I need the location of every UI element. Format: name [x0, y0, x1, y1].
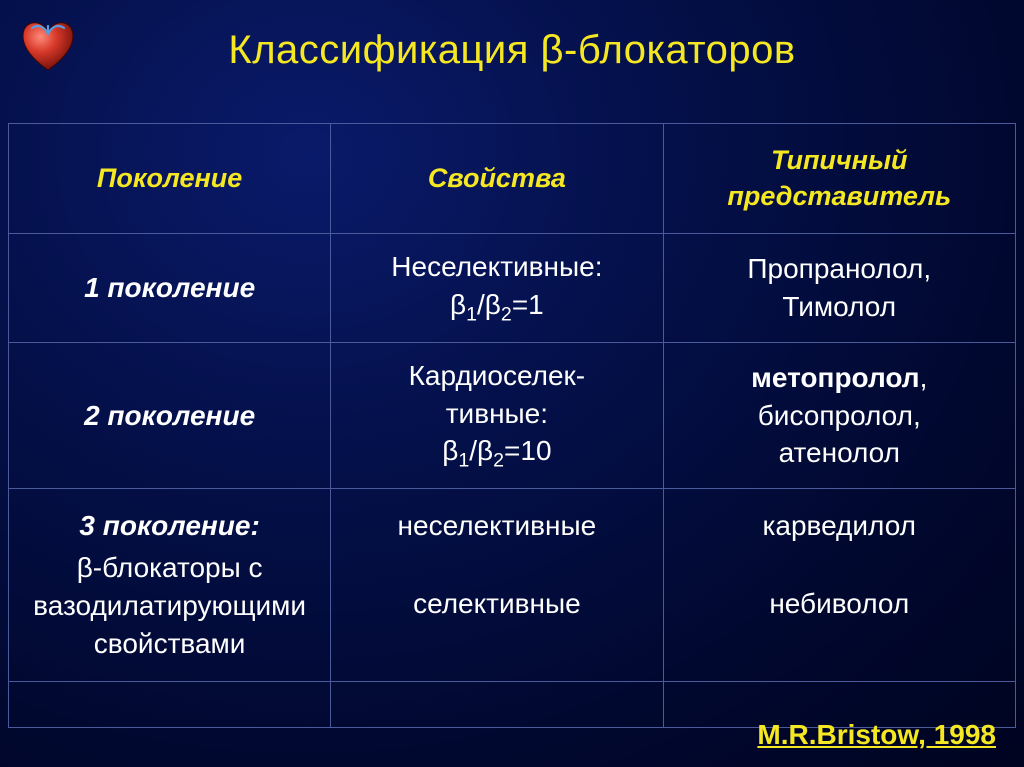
- cell-generation: 1 поколение: [9, 233, 331, 342]
- col-header-properties: Свойства: [331, 124, 663, 234]
- citation: M.R.Bristow, 1998: [757, 719, 996, 751]
- col-header-representative: Типичный представитель: [663, 124, 1015, 234]
- cell-generation: 2 поколение: [9, 342, 331, 489]
- heart-icon: [18, 18, 78, 73]
- cell-representative: карведилол небиволол: [663, 489, 1015, 681]
- classification-table: Поколение Свойства Типичный представител…: [8, 123, 1016, 728]
- table-row: 3 поколение:β-блокаторы с вазодилатирующ…: [9, 489, 1016, 681]
- representative-line: карведилол: [674, 507, 1005, 545]
- col-header-generation: Поколение: [9, 124, 331, 234]
- cell-representative: Пропранолол,Тимолол: [663, 233, 1015, 342]
- cell-property: Кардиоселек-тивные:β1/β2=10: [331, 342, 663, 489]
- property-line: неселективные: [341, 507, 652, 545]
- property-line: селективные: [341, 585, 652, 623]
- representative-line: небиволол: [674, 585, 1005, 623]
- table-row: 2 поколение Кардиоселек-тивные:β1/β2=10 …: [9, 342, 1016, 489]
- cell-property: неселективные селективные: [331, 489, 663, 681]
- table-row: 1 поколение Неселективные:β1/β2=1 Пропра…: [9, 233, 1016, 342]
- cell-generation: 3 поколение:β-блокаторы с вазодилатирующ…: [9, 489, 331, 681]
- slide-title: Классификация β-блокаторов: [0, 0, 1024, 73]
- cell-property: Неселективные:β1/β2=1: [331, 233, 663, 342]
- cell-representative: метопролол,бисопролол,атенолол: [663, 342, 1015, 489]
- table-header-row: Поколение Свойства Типичный представител…: [9, 124, 1016, 234]
